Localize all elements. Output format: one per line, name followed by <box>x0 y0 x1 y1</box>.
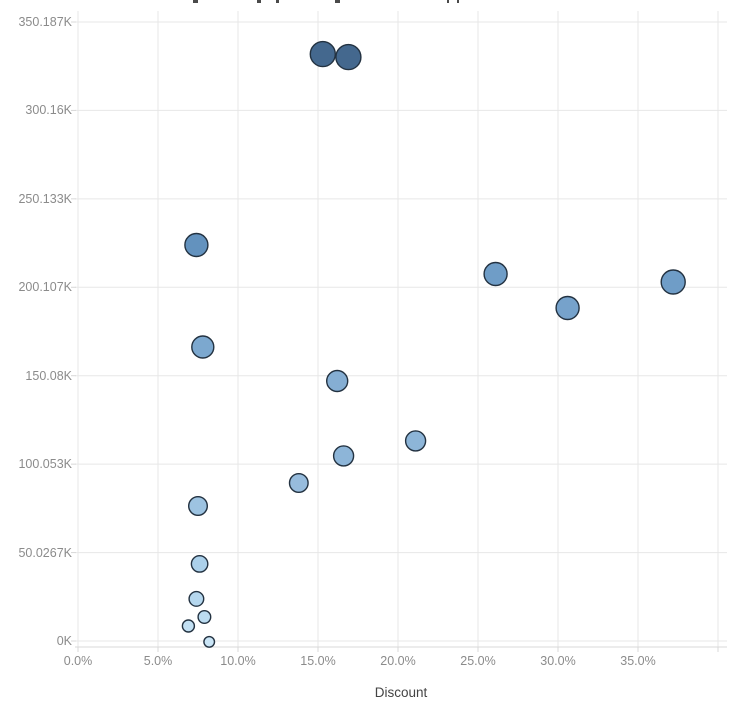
bubble[interactable] <box>288 473 309 494</box>
bubble[interactable] <box>203 635 216 648</box>
x-tick-label: 10.0% <box>220 654 256 668</box>
x-tick-label: 25.0% <box>460 654 496 668</box>
bubble[interactable] <box>190 555 209 573</box>
y-tick-label: 100.053K <box>18 457 72 472</box>
x-axis-title: Discount <box>374 685 428 700</box>
y-tick-label: 300.16K <box>25 103 72 118</box>
y-tick-label: 0K <box>56 634 72 648</box>
bubble[interactable] <box>335 43 362 71</box>
clipped-title-fragment <box>193 0 198 3</box>
x-tick-label: 0.0% <box>63 654 93 668</box>
x-tick-label: 15.0% <box>300 654 336 668</box>
clipped-title-fragment <box>447 0 449 3</box>
bubble[interactable] <box>483 261 508 287</box>
y-tick-label: 350.187K <box>18 14 72 29</box>
clipped-title-fragment <box>335 0 340 3</box>
x-tick-label: 35.0% <box>620 654 656 668</box>
bubble[interactable] <box>404 430 427 452</box>
bubble[interactable] <box>187 496 208 517</box>
bubble[interactable] <box>326 369 349 393</box>
bubble[interactable] <box>555 295 580 321</box>
bubble[interactable] <box>181 619 196 633</box>
bubble[interactable] <box>191 335 215 359</box>
clipped-title-fragment <box>457 0 459 3</box>
bubble[interactable] <box>184 232 209 258</box>
clipped-title-fragment <box>276 0 279 3</box>
y-tick-label: 50.0267K <box>18 545 72 560</box>
y-tick-label: 250.133K <box>18 191 72 206</box>
x-tick-label: 5.0% <box>143 654 173 668</box>
bubble[interactable] <box>188 590 205 607</box>
bubble[interactable] <box>197 610 212 625</box>
bubble[interactable] <box>660 269 686 295</box>
x-tick-label: 30.0% <box>540 654 576 668</box>
y-tick-label: 200.107K <box>18 280 72 295</box>
y-tick-label: 150.08K <box>25 368 72 383</box>
x-tick-label: 20.0% <box>380 654 416 668</box>
bubble[interactable] <box>309 40 336 68</box>
bubble[interactable] <box>332 445 355 467</box>
clipped-title-fragment <box>257 0 261 3</box>
